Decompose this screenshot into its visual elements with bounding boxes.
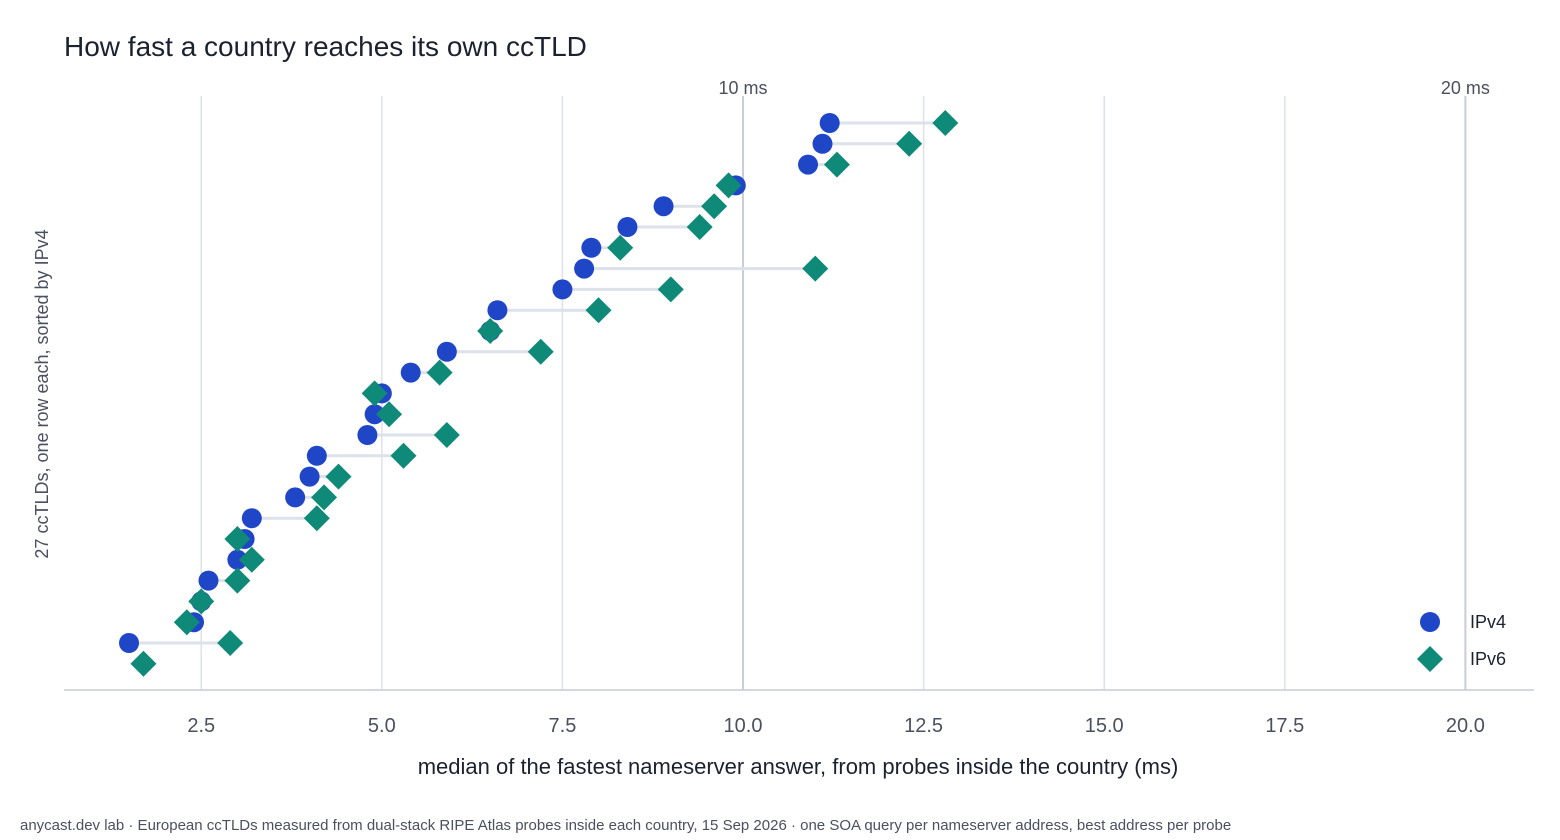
ipv4-point (306, 445, 327, 466)
ipv6-point (224, 526, 251, 552)
ipv4-point (798, 154, 819, 175)
x-tick-label: 5.0 (368, 715, 396, 737)
ipv6-point (802, 255, 829, 282)
reference-lines: 10 ms 20 ms (719, 78, 1490, 690)
x-tick-label: 12.5 (904, 715, 943, 737)
ipv6-point (224, 567, 251, 594)
x-tick-label: 20.0 (1446, 715, 1485, 737)
ipv6-point (686, 214, 713, 240)
ipv6-point (433, 422, 460, 448)
ipv6-point (376, 401, 403, 428)
ipv4-point (198, 570, 219, 591)
reference-line-label: 20 ms (1441, 78, 1490, 98)
ipv6-point (477, 318, 504, 344)
ipv6-point (311, 484, 338, 511)
ipv4-point (581, 237, 602, 258)
ipv6-point (173, 609, 200, 636)
x-tick-label: 15.0 (1085, 715, 1124, 737)
x-axis-title: median of the fastest nameserver answer,… (418, 754, 1179, 779)
ipv6-point (527, 338, 554, 365)
ipv4-point (819, 113, 840, 133)
x-tick-label: 10.0 (724, 715, 763, 737)
ipv4-point (285, 487, 306, 508)
ipv6-point (361, 380, 388, 407)
ipv4-point (487, 300, 508, 321)
ipv6-point (701, 193, 728, 220)
ipv6-point (585, 297, 612, 324)
ipv6-point (715, 172, 742, 199)
chart-title: How fast a country reaches its own ccTLD (64, 31, 587, 62)
ipv4-point (552, 279, 573, 300)
legend-ipv6-marker (1417, 646, 1443, 672)
legend: IPv4 IPv6 (1417, 612, 1506, 672)
data-markers (119, 110, 959, 677)
x-axis-ticks: 2.5 5.0 7.5 10.0 12.5 15.0 17.5 20.0 (187, 715, 1485, 737)
ipv6-point (390, 442, 417, 469)
ipv6-point (426, 359, 453, 386)
ipv6-point (325, 463, 352, 490)
ipv6-point (896, 130, 923, 157)
ipv4-point (357, 425, 378, 445)
ipv4-point (364, 404, 385, 425)
ipv4-point (241, 508, 262, 529)
reference-line-label: 10 ms (719, 78, 768, 98)
ipv6-point (217, 630, 244, 656)
legend-ipv6-label: IPv6 (1470, 649, 1506, 669)
footer-note: anycast.dev lab · European ccTLDs measur… (20, 817, 1231, 834)
ipv4-point (119, 633, 140, 653)
ipv4-point (812, 133, 833, 154)
x-tick-label: 17.5 (1265, 715, 1304, 737)
ipv4-point (227, 549, 248, 570)
ipv6-point (823, 151, 850, 178)
ipv6-point (657, 276, 684, 303)
ipv4-point (436, 341, 457, 362)
ipv4-point (617, 217, 638, 237)
ipv6-point (607, 234, 634, 261)
ipv4-point (653, 196, 674, 217)
ipv4-point (574, 258, 595, 279)
x-tick-label: 2.5 (187, 715, 215, 737)
ipv6-point (238, 546, 265, 573)
legend-ipv4-label: IPv4 (1470, 612, 1506, 632)
ipv6-point (932, 110, 959, 136)
legend-ipv4-marker (1420, 612, 1440, 632)
ipv4-point (400, 362, 421, 383)
y-axis-title: 27 ccTLDs, one row each, sorted by IPv4 (32, 229, 52, 558)
ipv4-point (299, 466, 320, 487)
ipv6-point (188, 588, 215, 615)
ipv6-point (303, 505, 330, 532)
ipv6-point (130, 650, 157, 677)
x-tick-label: 7.5 (549, 715, 577, 737)
